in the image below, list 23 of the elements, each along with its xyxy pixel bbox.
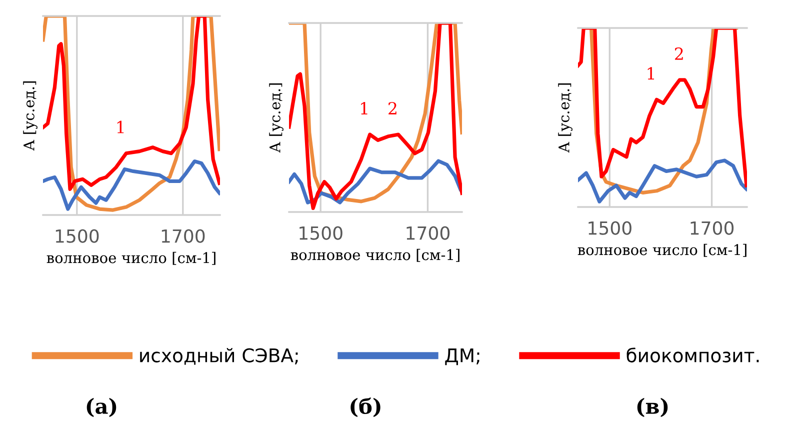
x-axis-title: волновое число [см-1]: [290, 248, 460, 262]
y-axis-title: А [ус.ед.]: [558, 83, 572, 153]
legend-label: ДМ;: [445, 348, 480, 366]
annotation: 1: [361, 102, 368, 114]
annotation: 2: [674, 47, 683, 60]
y-axis-title: А [ус.ед.]: [23, 81, 38, 151]
legend-label: биокомпозит.: [626, 348, 759, 362]
x-tick-label: 1500: [56, 229, 99, 243]
text: (б): [350, 398, 380, 417]
x-tick-label: 1700: [406, 226, 450, 240]
x-tick-label: 1700: [162, 229, 205, 243]
text: (в): [637, 398, 668, 417]
annotation: 1: [117, 120, 124, 134]
x-tick-label: 1700: [690, 221, 734, 235]
x-axis-title: волновое число [см-1]: [578, 244, 746, 257]
annotation: 1: [648, 67, 654, 80]
annotation: 2: [388, 102, 396, 114]
text: (а): [86, 398, 116, 417]
x-tick-label: 1500: [300, 226, 342, 240]
legend-label: исходный СЭВА;: [140, 348, 298, 365]
x-axis-title: волновое число [см-1]: [46, 252, 216, 265]
x-tick-label: 1500: [588, 221, 632, 235]
y-axis-title: А [ус.ед.]: [269, 83, 284, 153]
